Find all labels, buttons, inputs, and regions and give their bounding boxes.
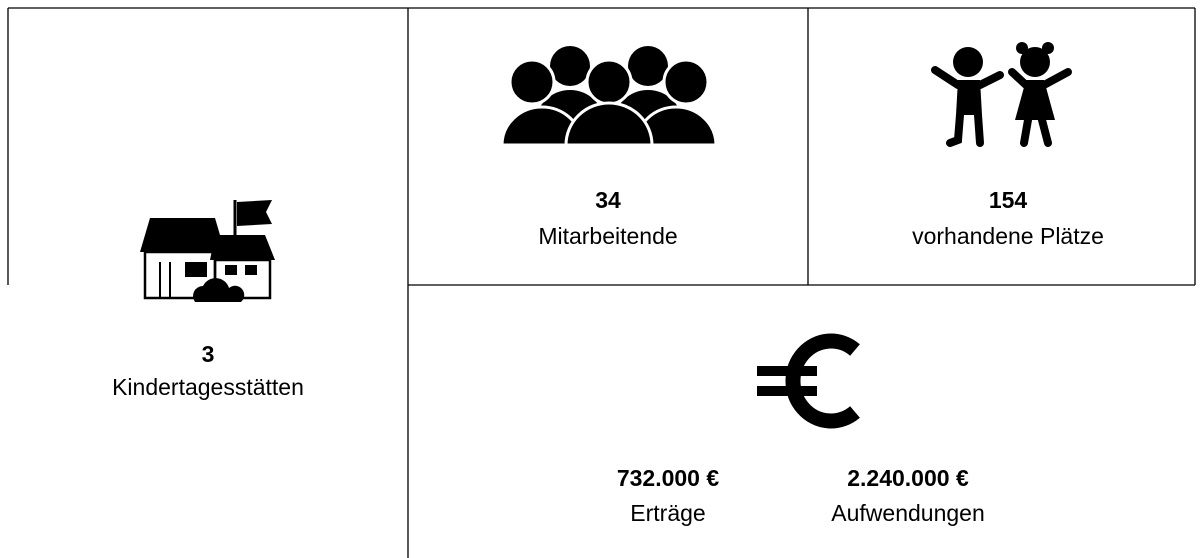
count-label: vorhandene Plätze — [912, 223, 1104, 249]
euro-icon — [757, 333, 860, 429]
count-label: Mitarbeitende — [538, 223, 677, 249]
amount-value: 2.240.000 € — [847, 465, 969, 491]
count-value: 3 — [202, 341, 215, 367]
count-value: 34 — [595, 187, 621, 213]
amount-label: Aufwendungen — [831, 500, 984, 526]
house-icon — [140, 200, 275, 302]
children-icon — [931, 42, 1072, 147]
count-value: 154 — [989, 187, 1028, 213]
count-label: Kindertagesstätten — [112, 374, 304, 400]
people-icon — [500, 46, 718, 147]
amount-label: Erträge — [630, 500, 705, 526]
grid-borders — [7, 7, 1196, 558]
amount-value: 732.000 € — [617, 465, 720, 491]
